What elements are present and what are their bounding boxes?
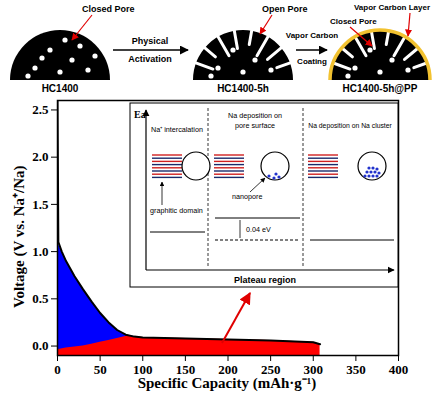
svg-text:Vapor Carbon Layer: Vapor Carbon Layer [354, 3, 430, 12]
svg-text:nanopore: nanopore [232, 192, 262, 201]
svg-text:2.0: 2.0 [32, 149, 48, 164]
svg-text:250: 250 [261, 362, 281, 377]
svg-text:0: 0 [54, 362, 61, 377]
svg-text:50: 50 [94, 362, 107, 377]
svg-text:pore surface: pore surface [235, 121, 275, 130]
svg-text:200: 200 [218, 362, 238, 377]
svg-text:Closed Pore: Closed Pore [330, 17, 377, 26]
svg-text:Physical: Physical [132, 36, 169, 46]
svg-text:0.04 eV: 0.04 eV [246, 225, 271, 234]
svg-text:Ea: Ea [134, 109, 146, 120]
svg-text:0.5: 0.5 [32, 291, 49, 306]
svg-text:HC1400: HC1400 [42, 83, 79, 94]
svg-text:graphitic domain: graphitic domain [150, 206, 203, 215]
svg-text:Coating: Coating [297, 57, 327, 66]
svg-text:HC1400-5h@PP: HC1400-5h@PP [343, 83, 418, 94]
svg-text:2.5: 2.5 [32, 102, 49, 117]
svg-text:Activation: Activation [128, 54, 172, 64]
svg-text:1.5: 1.5 [32, 197, 49, 212]
svg-text:1.0: 1.0 [32, 244, 48, 259]
svg-text:Open Pore: Open Pore [262, 4, 308, 14]
svg-text:Vapor Carbon: Vapor Carbon [286, 31, 339, 40]
html-text:Voltage (V vs. Na⁺/Na): Voltage (V vs. Na⁺/Na) [11, 165, 27, 308]
svg-text:0.0: 0.0 [32, 338, 48, 353]
svg-text:Na⁺ intercalation: Na⁺ intercalation [151, 125, 203, 134]
svg-text:350: 350 [346, 362, 366, 377]
svg-text:300: 300 [304, 362, 324, 377]
svg-text:Na deposition on Na cluster: Na deposition on Na cluster [308, 122, 392, 130]
svg-text:100: 100 [133, 362, 153, 377]
svg-text:Na deposition on: Na deposition on [228, 111, 282, 120]
html-text:Specific Capacity (mAh·g⁻¹): Specific Capacity (mAh·g⁻¹) [137, 375, 317, 391]
svg-text:HC1400-5h: HC1400-5h [217, 83, 269, 94]
svg-text:400: 400 [389, 362, 409, 377]
svg-text:150: 150 [176, 362, 196, 377]
svg-text:Plateau region: Plateau region [234, 275, 296, 285]
svg-text:Closed Pore: Closed Pore [82, 4, 135, 14]
